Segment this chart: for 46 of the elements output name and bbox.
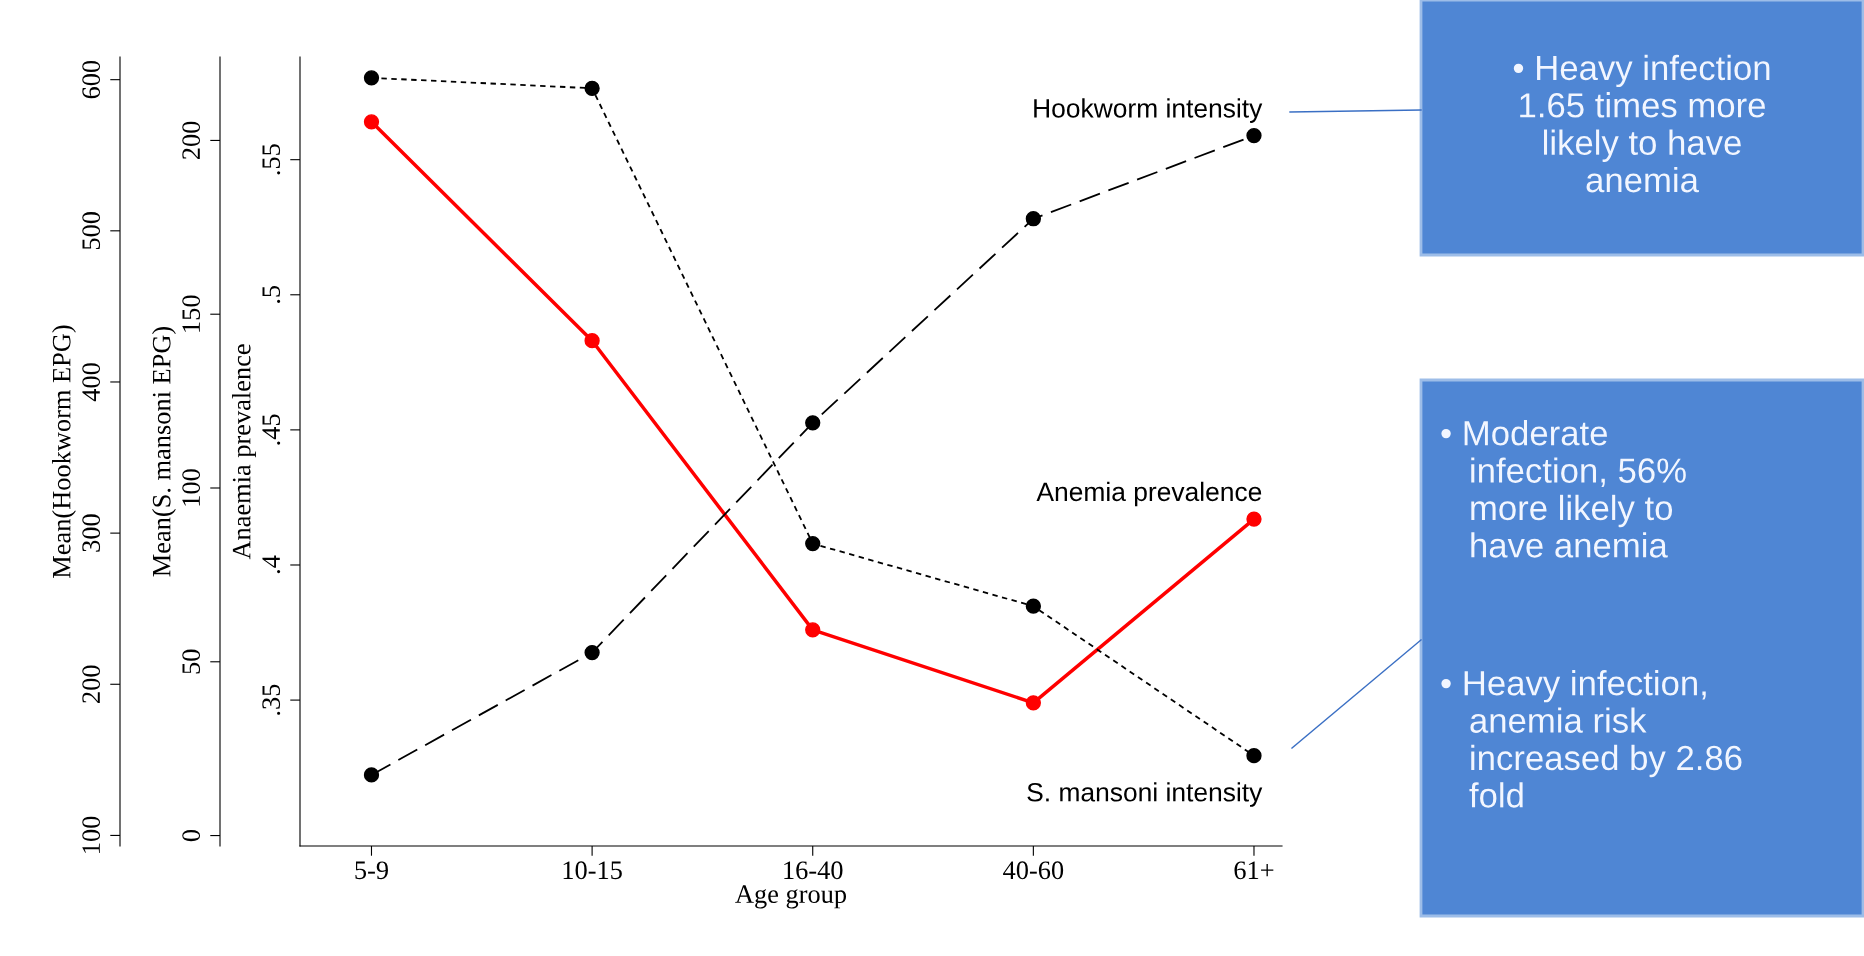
y2-tick-label: 100 — [182, 469, 201, 506]
y3-tick-label: 100 — [82, 816, 101, 853]
y-tick-label: .45 — [262, 414, 281, 445]
y3-tick-label: 400 — [82, 363, 101, 402]
text: • Heavy infection 1.65 times more likely to have anemia — [1513, 54, 1770, 193]
point — [584, 80, 600, 96]
y2-tick-label: 50 — [182, 649, 201, 674]
y2-tick-label: 0 — [182, 829, 201, 842]
series-label: Hookworm intensity — [1034, 98, 1263, 123]
y-axis-title: Anaemia prevalence — [232, 344, 256, 560]
y3-tick-label: 300 — [82, 514, 101, 552]
y-tick-label: .35 — [262, 684, 281, 715]
point — [805, 415, 821, 431]
x-tick-label: 61+ — [1234, 861, 1274, 880]
point — [363, 767, 380, 783]
x-tick-label: 40-60 — [1003, 861, 1064, 880]
point — [1025, 695, 1041, 711]
point — [1246, 127, 1262, 144]
point — [1025, 211, 1041, 227]
point — [1246, 747, 1262, 764]
point — [805, 622, 821, 638]
point — [584, 333, 600, 349]
y-tick-label: .5 — [262, 285, 281, 303]
point — [1246, 511, 1262, 527]
series-label: S. mansoni intensity — [1027, 782, 1263, 807]
point — [363, 70, 380, 86]
y2-tick-label: 200 — [182, 121, 201, 160]
x-tick-label: 16-40 — [784, 861, 843, 880]
text: • Heavy infection, anemia risk increased by 2.86 fold — [1441, 670, 1742, 808]
point — [805, 535, 821, 552]
x-axis-title: Age group — [735, 885, 847, 909]
y-tick-label: .4 — [262, 555, 281, 574]
x-tick-label: 10-15 — [563, 861, 622, 880]
y2-tick-label: 150 — [182, 295, 201, 332]
y3-tick-label: 600 — [82, 60, 101, 99]
point — [1025, 598, 1041, 614]
y3-tick-label: 500 — [82, 212, 101, 250]
y2-axis-title: Mean(S. mansoni EPG) — [152, 326, 176, 577]
y3-tick-label: 200 — [82, 665, 101, 703]
text: • Moderate infection, 56% more likely to have anemia — [1441, 420, 1686, 558]
point — [584, 644, 600, 661]
point — [363, 114, 380, 130]
x-tick-label: 5-9 — [355, 861, 388, 880]
y3-axis-title: Mean(Hookworm EPG) — [52, 325, 76, 578]
series-label: Anemia prevalence — [1036, 481, 1262, 507]
y-tick-label: .55 — [262, 144, 281, 175]
